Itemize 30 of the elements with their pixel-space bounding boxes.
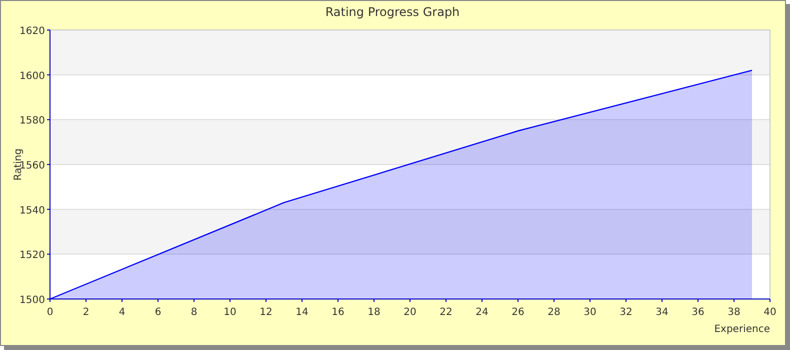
- x-tick-label: 10: [224, 307, 236, 318]
- x-tick-label: 36: [692, 307, 704, 318]
- y-tick-label: 1580: [20, 116, 45, 127]
- y-tick-label: 1560: [20, 160, 45, 172]
- x-tick-label: 30: [584, 307, 596, 318]
- y-tick-label: 1540: [20, 205, 45, 216]
- x-tick-label: 12: [260, 307, 272, 318]
- x-tick-label: 24: [476, 307, 488, 318]
- x-tick-label: 34: [656, 307, 668, 318]
- x-tick-label: 32: [620, 307, 632, 318]
- x-tick-label: 26: [512, 307, 524, 318]
- x-tick-label: 38: [728, 307, 740, 318]
- y-tick-label: 1600: [20, 70, 45, 82]
- x-tick-label: 0: [46, 307, 54, 318]
- x-tick-label: 20: [404, 307, 416, 318]
- y-tick-label: 1500: [20, 295, 45, 306]
- x-tick-label: 14: [296, 307, 308, 318]
- chart-title: Rating Progress Graph: [325, 5, 460, 19]
- x-tick-label: 8: [190, 307, 198, 318]
- x-tick-label: 28: [548, 307, 560, 318]
- x-tick-label: 6: [154, 307, 162, 318]
- x-tick-label: 4: [118, 307, 126, 318]
- x-tick-label: 40: [764, 307, 776, 318]
- x-tick-label: 2: [82, 307, 90, 318]
- x-tick-label: 18: [368, 307, 380, 318]
- y-tick-label: 1520: [20, 250, 45, 262]
- x-axis-title: Experience: [714, 324, 770, 335]
- x-tick-label: 22: [440, 307, 452, 318]
- y-tick-label: 1620: [20, 26, 45, 37]
- x-tick-label: 16: [332, 307, 344, 318]
